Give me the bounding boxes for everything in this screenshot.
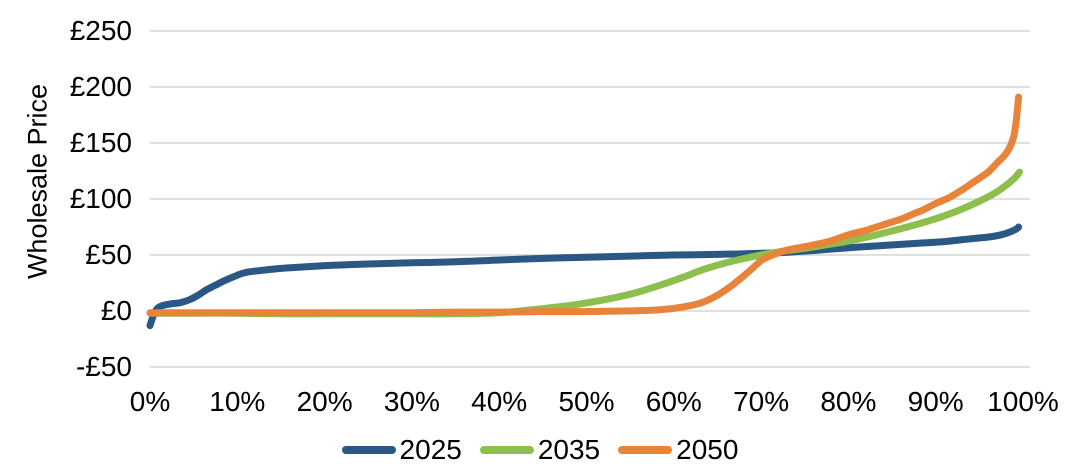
y-tick-label: £50 bbox=[85, 239, 132, 270]
y-tick-label: £0 bbox=[100, 295, 132, 326]
x-tick-label: 0% bbox=[129, 386, 171, 417]
legend-label: 2025 bbox=[399, 434, 462, 465]
x-tick-label: 30% bbox=[383, 386, 440, 417]
legend-swatch-2050 bbox=[618, 446, 673, 454]
legend-item-2050: 2050 bbox=[618, 434, 738, 466]
x-tick-label: 90% bbox=[907, 386, 964, 417]
series-line-2025 bbox=[146, 223, 1023, 330]
x-tick-label: 10% bbox=[209, 386, 266, 417]
x-tick-label: 100% bbox=[987, 386, 1059, 417]
y-tick-label: £250 bbox=[69, 15, 132, 46]
x-tick-label: 50% bbox=[558, 386, 615, 417]
x-tick-label: 40% bbox=[471, 386, 528, 417]
legend-swatch-2035 bbox=[479, 446, 534, 454]
y-tick-label: £100 bbox=[69, 183, 132, 214]
x-tick-label: 60% bbox=[645, 386, 702, 417]
y-tick-label: -£50 bbox=[75, 351, 132, 382]
legend-label: 2050 bbox=[676, 434, 739, 465]
y-tick-label: £200 bbox=[69, 71, 132, 102]
legend: 2025 2035 2050 bbox=[0, 434, 1080, 466]
legend-swatch-2025 bbox=[341, 446, 396, 454]
series-line-2050 bbox=[146, 93, 1023, 317]
y-tick-label: £150 bbox=[69, 127, 132, 158]
x-tick-label: 20% bbox=[296, 386, 353, 417]
legend-item-2035: 2035 bbox=[479, 434, 601, 466]
x-tick-label: 80% bbox=[820, 386, 877, 417]
legend-label: 2035 bbox=[537, 434, 601, 465]
legend-item-2025: 2025 bbox=[341, 434, 462, 466]
x-tick-label: 70% bbox=[733, 386, 790, 417]
